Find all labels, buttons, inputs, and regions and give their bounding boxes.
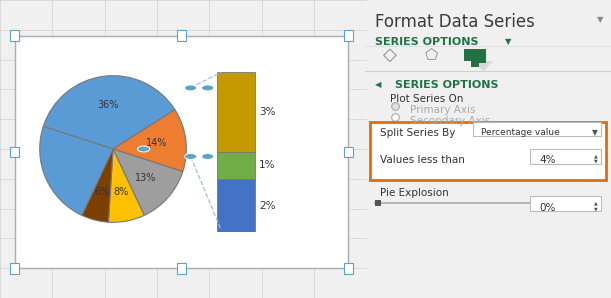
Bar: [10, 147, 19, 157]
Bar: [177, 30, 186, 41]
Text: Pie Explosion: Pie Explosion: [380, 188, 449, 198]
Text: Values less than: Values less than: [380, 155, 465, 165]
Text: ⬠: ⬠: [425, 48, 438, 63]
Text: ▲: ▲: [594, 153, 598, 158]
Bar: [217, 152, 255, 179]
Bar: [344, 30, 353, 41]
Text: SERIES OPTIONS: SERIES OPTIONS: [375, 37, 478, 47]
Text: Secondary Axis: Secondary Axis: [409, 116, 490, 126]
Circle shape: [202, 153, 214, 159]
FancyBboxPatch shape: [474, 122, 601, 136]
Circle shape: [185, 153, 197, 159]
Text: SERIES OPTIONS: SERIES OPTIONS: [395, 80, 499, 90]
Text: ◇: ◇: [383, 46, 397, 64]
Bar: [471, 49, 479, 67]
Text: Split Series By: Split Series By: [380, 128, 455, 138]
FancyBboxPatch shape: [370, 122, 606, 180]
Bar: [464, 49, 472, 61]
Bar: [478, 49, 486, 63]
Bar: [217, 72, 255, 152]
Text: 1%: 1%: [259, 160, 276, 170]
Bar: [10, 30, 19, 41]
Wedge shape: [113, 110, 186, 172]
Text: 14%: 14%: [146, 139, 167, 148]
Text: ▼: ▼: [594, 206, 598, 211]
Text: 13%: 13%: [136, 173, 156, 183]
Wedge shape: [40, 126, 113, 215]
Text: 2%: 2%: [259, 201, 276, 211]
Text: 3%: 3%: [259, 107, 276, 117]
Bar: [344, 147, 353, 157]
Text: ▼: ▼: [591, 128, 598, 137]
FancyBboxPatch shape: [530, 149, 601, 164]
Polygon shape: [474, 61, 493, 71]
Bar: [217, 179, 255, 232]
Text: ▼: ▼: [594, 159, 598, 164]
Bar: [177, 263, 186, 274]
Circle shape: [137, 146, 150, 152]
Text: 36%: 36%: [97, 100, 118, 110]
Bar: [375, 200, 381, 206]
Text: ▲: ▲: [594, 201, 598, 206]
Text: 6%: 6%: [95, 187, 110, 197]
Circle shape: [185, 85, 197, 91]
Wedge shape: [82, 149, 113, 222]
Wedge shape: [43, 76, 175, 149]
Text: Plot Series On: Plot Series On: [390, 94, 463, 104]
Wedge shape: [113, 149, 183, 215]
FancyBboxPatch shape: [15, 36, 348, 268]
FancyBboxPatch shape: [530, 196, 601, 211]
Text: Percentage value: Percentage value: [481, 128, 560, 137]
Text: ▼: ▼: [597, 15, 604, 24]
Circle shape: [202, 85, 214, 91]
Bar: [10, 263, 19, 274]
Text: ▼: ▼: [505, 37, 512, 46]
Wedge shape: [108, 149, 144, 222]
Text: 0%: 0%: [540, 203, 556, 213]
Text: 8%: 8%: [114, 187, 129, 197]
Text: Format Data Series: Format Data Series: [375, 13, 535, 31]
Text: 4%: 4%: [540, 155, 556, 165]
Text: ◀: ◀: [375, 80, 382, 89]
Bar: [344, 263, 353, 274]
Text: Primary Axis: Primary Axis: [409, 105, 475, 115]
